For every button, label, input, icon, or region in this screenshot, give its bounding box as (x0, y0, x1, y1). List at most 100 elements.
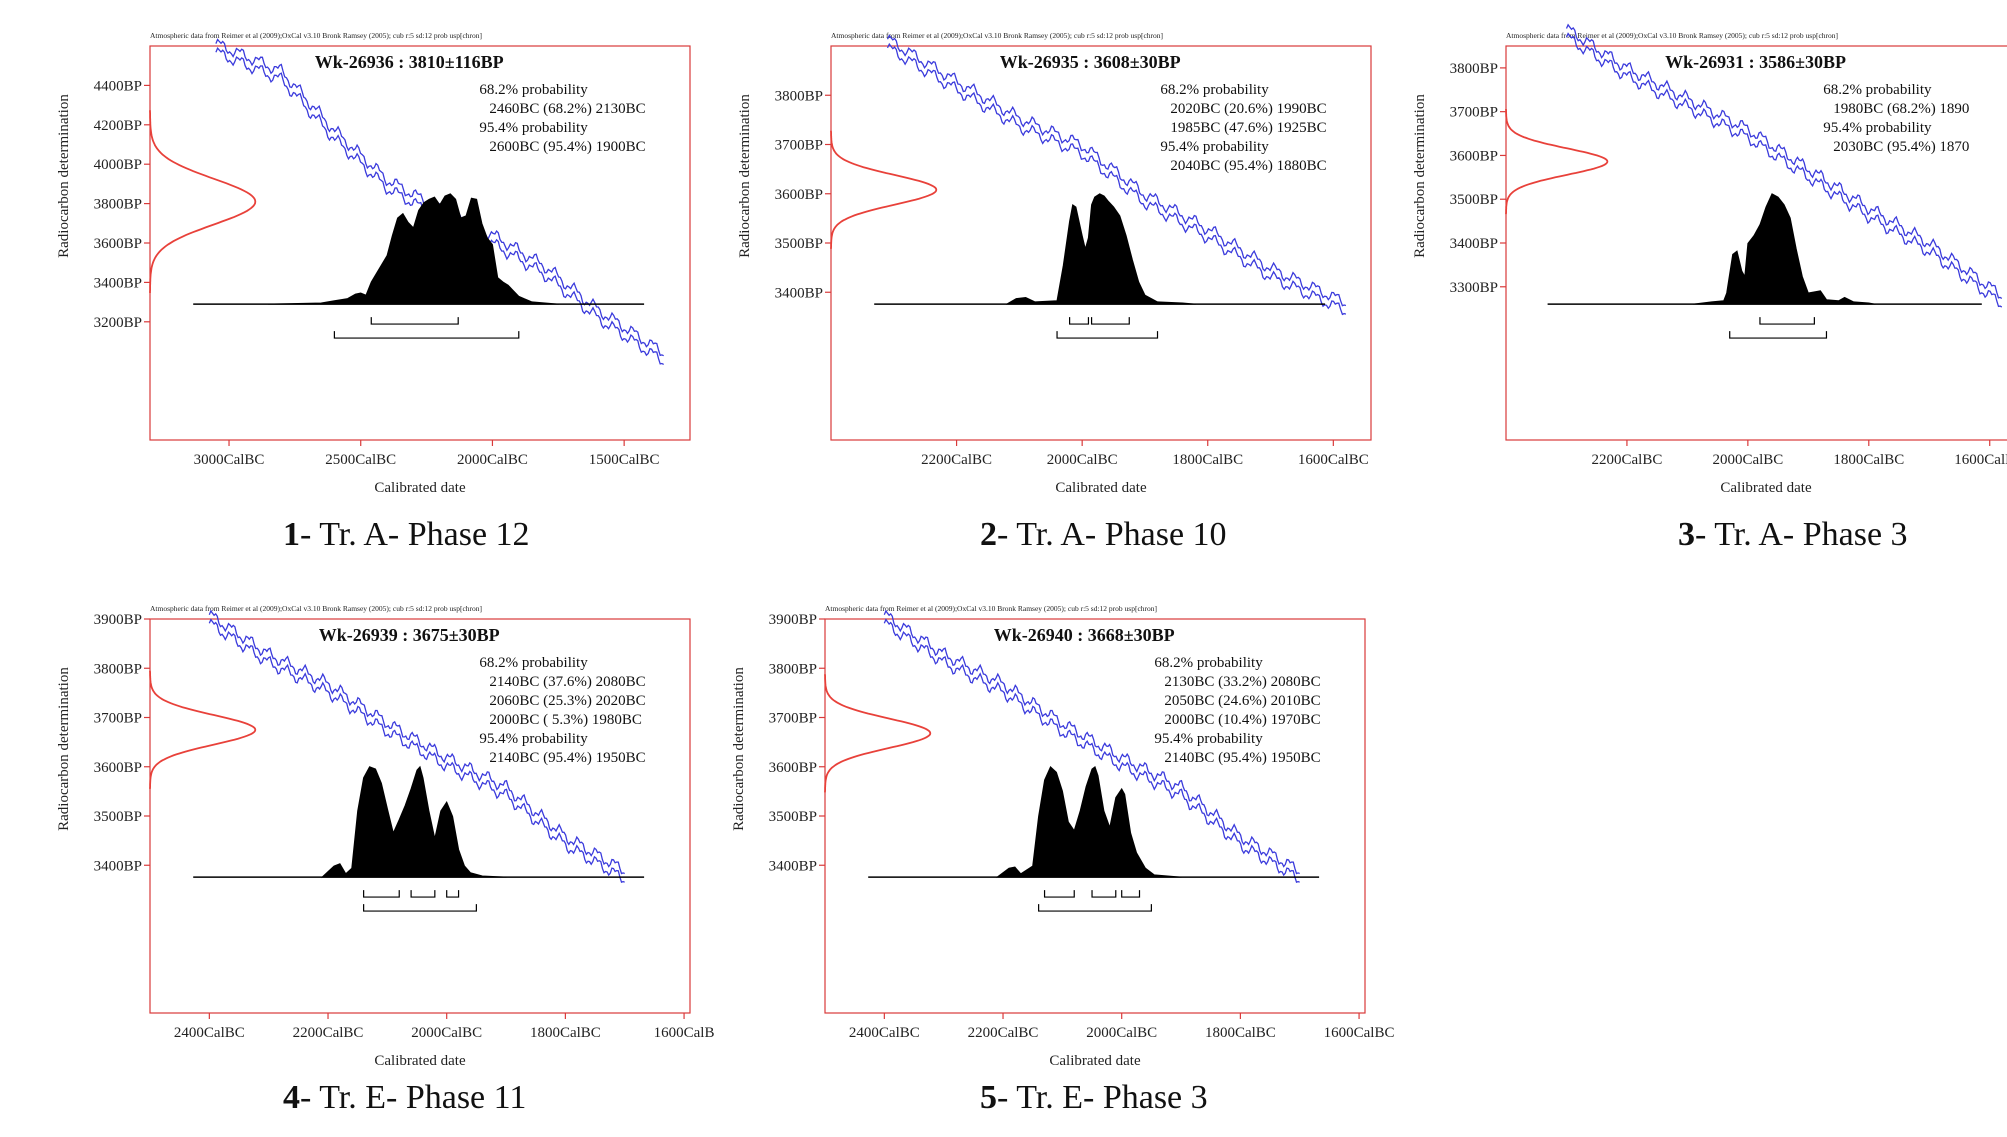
range-68-bracket (1121, 890, 1141, 898)
range-95-bracket (333, 331, 520, 339)
chart-svg: Atmospheric data from Reimer et al (2009… (56, 31, 691, 496)
x-axis-title: Calibrated date (374, 480, 466, 496)
chart-source-note: Atmospheric data from Reimer et al (2009… (150, 31, 482, 40)
figure-caption-1: 1- Tr. A- Phase 12 (283, 516, 530, 554)
y-tick-label: 3700BP (94, 711, 142, 727)
x-axis-title: Calibrated date (374, 1053, 466, 1069)
x-axis-title: Calibrated date (1049, 1053, 1141, 1069)
radiocarbon-normal-curve (149, 110, 257, 293)
posterior-distribution (996, 765, 1182, 879)
range-95-bracket (1038, 904, 1152, 912)
range-68-bracket (1090, 317, 1130, 325)
calibration-curve-line (215, 38, 664, 357)
range-95-bracket (1056, 331, 1159, 339)
radiocarbon-normal-curve (1505, 109, 1609, 215)
probability-line: 2130BC (33.2%) 2080BC (1164, 674, 1320, 690)
figure-caption-5: 5- Tr. E- Phase 3 (980, 1079, 1208, 1117)
y-tick-label: 3800BP (94, 661, 142, 677)
calibration-chart-5: Atmospheric data from Reimer et al (2009… (715, 593, 1435, 1073)
y-tick-label: 3800BP (94, 197, 142, 213)
radiocarbon-normal-curve (149, 670, 257, 789)
y-tick-label: 3500BP (94, 809, 142, 825)
probability-line: 68.2% probability (479, 655, 588, 671)
x-axis-title: Calibrated date (1055, 480, 1147, 496)
range-68-bracket (370, 317, 459, 325)
x-tick-label: 2500CalBC (325, 452, 396, 468)
y-tick-label: 3800BP (769, 661, 817, 677)
x-tick-label: 1800CalBC (1205, 1025, 1276, 1041)
y-tick-label: 3400BP (1450, 236, 1498, 252)
calibration-curve-line (886, 34, 1347, 307)
chart-title: Wk-26939 : 3675±30BP (319, 625, 500, 645)
probability-line: 2140BC (37.6%) 2080BC (489, 674, 645, 690)
probability-line: 2140BC (95.4%) 1950BC (1164, 750, 1320, 766)
probability-line: 95.4% probability (479, 120, 588, 136)
radiocarbon-normal-curve (830, 130, 938, 249)
probability-line: 68.2% probability (479, 82, 588, 98)
x-tick-label: 1600CalB (654, 1025, 715, 1041)
probability-line: 2600BC (95.4%) 1900BC (489, 139, 645, 155)
x-tick-label: 2000CalBC (411, 1025, 482, 1041)
probability-line: 95.4% probability (479, 731, 588, 747)
x-tick-label: 2000CalBC (457, 452, 528, 468)
x-axis-title: Calibrated date (1720, 480, 1812, 496)
x-tick-label: 2000CalBC (1047, 452, 1118, 468)
probability-line: 2040BC (95.4%) 1880BC (1170, 158, 1326, 174)
calibration-curve-line (208, 618, 625, 884)
x-tick-label: 2000CalBC (1086, 1025, 1157, 1041)
radiocarbon-normal-curve (824, 674, 932, 793)
y-axis-title: Radiocarbon determination (737, 94, 753, 258)
calibration-curve-line (1565, 23, 2003, 299)
probability-line: 2020BC (20.6%) 1990BC (1170, 101, 1326, 117)
y-tick-label: 3500BP (769, 809, 817, 825)
chart-source-note: Atmospheric data from Reimer et al (2009… (831, 31, 1163, 40)
chart-title: Wk-26935 : 3608±30BP (1000, 52, 1181, 72)
range-95-bracket (1729, 331, 1828, 339)
y-tick-label: 3700BP (1450, 105, 1498, 121)
calibration-chart-2: Atmospheric data from Reimer et al (2009… (730, 20, 1410, 500)
x-tick-label: 1800CalBC (1833, 452, 1904, 468)
caption-number: 5 (980, 1079, 997, 1116)
range-68-bracket (410, 890, 436, 898)
y-tick-label: 3800BP (775, 88, 823, 104)
y-tick-label: 3900BP (769, 612, 817, 628)
y-tick-label: 3600BP (1450, 148, 1498, 164)
probability-line: 95.4% probability (1823, 120, 1932, 136)
probability-line: 2050BC (24.6%) 2010BC (1164, 693, 1320, 709)
y-tick-label: 3300BP (1450, 280, 1498, 296)
y-tick-label: 3600BP (94, 236, 142, 252)
chart-title: Wk-26936 : 3810±116BP (315, 52, 504, 72)
caption-number: 2 (980, 516, 997, 553)
chart-source-note: Atmospheric data from Reimer et al (2009… (1506, 31, 1838, 40)
calibration-curve-line (208, 609, 625, 875)
probability-line: 2000BC ( 5.3%) 1980BC (489, 712, 642, 728)
range-68-bracket (1091, 890, 1117, 898)
probability-line: 1980BC (68.2%) 1890 (1833, 101, 1969, 117)
range-68-bracket (1043, 890, 1075, 898)
calibration-chart-4: Atmospheric data from Reimer et al (2009… (0, 593, 720, 1073)
figure-caption-3: 3- Tr. A- Phase 3 (1678, 516, 1908, 554)
y-tick-label: 4400BP (94, 78, 142, 94)
y-axis-title: Radiocarbon determination (1412, 94, 1428, 258)
y-tick-label: 3600BP (94, 760, 142, 776)
y-tick-label: 3600BP (775, 187, 823, 203)
posterior-distribution (1006, 193, 1196, 305)
chart-title: Wk-26931 : 3586±30BP (1665, 52, 1846, 72)
x-tick-label: 1600CalBC (1324, 1025, 1395, 1041)
y-axis-title: Radiocarbon determination (56, 667, 72, 831)
calibration-curve-line (886, 42, 1347, 316)
x-tick-label: 2200CalBC (921, 452, 992, 468)
y-tick-label: 3200BP (94, 315, 142, 331)
x-tick-label: 2000CalBC (1712, 452, 1783, 468)
y-tick-label: 3700BP (775, 138, 823, 154)
probability-line: 1985BC (47.6%) 1925BC (1170, 120, 1326, 136)
probability-line: 2060BC (25.3%) 2020BC (489, 693, 645, 709)
x-tick-label: 1500CalBC (589, 452, 660, 468)
y-tick-label: 3400BP (769, 858, 817, 874)
probability-line: 2000BC (10.4%) 1970BC (1164, 712, 1320, 728)
x-tick-label: 2200CalBC (968, 1025, 1039, 1041)
posterior-distribution (1692, 193, 1876, 305)
chart-svg: Atmospheric data from Reimer et al (2009… (56, 604, 715, 1069)
y-tick-label: 3900BP (94, 612, 142, 628)
probability-line: 2140BC (95.4%) 1950BC (489, 750, 645, 766)
